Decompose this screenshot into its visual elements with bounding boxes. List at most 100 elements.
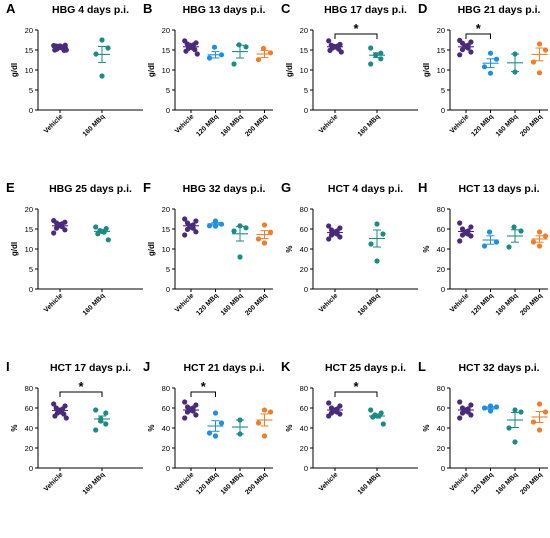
data-point [206,430,213,436]
data-point [380,421,386,427]
series-120-mbq [206,218,225,229]
x-tick-label-160-mbq: 160 MBq [495,113,520,138]
panel-letter: J [143,359,150,374]
x-tick-label-vehicle: Vehicle [318,113,340,135]
panel-title: HBG 21 days p.i. [458,4,541,16]
y-tick-label: 5 [29,265,33,274]
y-axis-label: g/dl [422,63,431,77]
data-point [457,415,463,421]
data-point [493,239,500,245]
data-point [63,47,69,53]
series-160-mbq [368,407,386,427]
data-point [368,45,374,51]
data-point [511,224,517,230]
data-point [338,49,344,55]
data-point [380,231,386,237]
x-tick-label-120-mbq: 120 MBq [470,292,495,317]
y-tick-label: 80 [437,205,445,214]
data-point [542,233,549,239]
significance-label: * [476,21,482,36]
panel-i: I HCT 17 days p.i. 0 20 40 60 80% Vehicle 160 MB… [6,359,143,496]
y-tick-label: 80 [300,205,308,214]
panel-title: HCT 17 days p.i. [50,362,131,374]
y-tick-label: 20 [25,26,33,35]
panel-letter: A [6,1,16,16]
data-point [194,51,200,57]
y-axis-label: g/dl [285,63,294,77]
series-160-mbq [93,407,110,433]
data-point [374,221,380,227]
x-tick-label-vehicle: Vehicle [449,113,471,135]
y-tick-label: 0 [441,106,445,115]
x-tick-label-200-mbq: 200 MBq [519,113,544,138]
series-160-mbq [368,45,385,67]
data-point [512,407,518,413]
panel-title: HCT 4 days p.i. [328,183,403,195]
y-axis-label: % [285,245,294,252]
y-tick-label: 40 [300,424,308,433]
x-tick-label-200-mbq: 200 MBq [519,471,544,496]
data-point [206,55,213,61]
data-point [326,236,332,242]
y-tick-label: 40 [300,245,308,254]
data-point [374,258,380,264]
significance-bracket [334,33,378,39]
panel-d: D HBG 21 days p.i. 0 5 10 15 20 g/dl Vehicle 120 … [418,1,549,138]
x-tick-label-120-mbq: 120 MBq [195,292,220,317]
data-point [182,232,188,238]
y-axis-label: g/dl [10,63,19,77]
data-point [468,49,474,55]
y-tick-label: 20 [300,444,308,453]
data-point [468,402,474,408]
series-200-mbq [255,407,274,439]
data-point [255,57,262,63]
y-tick-label: 15 [25,46,33,55]
y-tick-label: 10 [162,66,170,75]
y-tick-label: 10 [300,66,308,75]
data-point [105,237,111,243]
y-tick-label: 60 [300,404,308,413]
x-tick-label-vehicle: Vehicle [174,471,196,493]
y-tick-label: 0 [166,464,170,473]
y-tick-label: 60 [437,404,445,413]
data-point [536,70,543,76]
y-tick-label: 5 [166,265,170,274]
significance-label: * [353,379,359,394]
significance-bracket [465,33,491,39]
series-200-mbq [530,41,549,76]
panel-letter: F [143,180,151,195]
x-tick-label-160-mbq: 160 MBq [357,471,382,496]
y-tick-label: 0 [304,106,308,115]
y-tick-label: 0 [29,285,33,294]
panel-letter: B [143,1,152,16]
panel-g: G HCT 4 days p.i. 0 20 40 60 80% Vehicle 160 MBq [281,180,418,317]
significance-bracket [59,391,103,397]
y-axis-label: g/dl [147,242,156,256]
panel-title: HCT 21 days p.i. [183,362,264,374]
y-tick-label: 40 [437,245,445,254]
data-point [368,407,374,413]
data-point [486,229,493,235]
y-tick-label: 15 [25,225,33,234]
series-160-mbq [93,224,111,243]
y-tick-label: 10 [437,66,445,75]
data-point [493,404,500,410]
panel-title: HCT 32 days p.i. [458,362,539,374]
y-tick-label: 0 [166,285,170,294]
data-point [378,56,384,62]
y-tick-label: 15 [300,46,308,55]
x-tick-label-vehicle: Vehicle [43,471,65,493]
x-tick-label-160-mbq: 160 MBq [82,113,107,138]
panel-letter: I [6,359,10,374]
panel-e: E HBG 25 days p.i. 0 5 10 15 20 g/dl Vehicle 160 … [6,180,143,317]
data-point [370,414,376,420]
data-point [261,222,268,228]
series-160-mbq [232,417,248,437]
y-tick-label: 60 [437,225,445,234]
series-160-mbq [231,42,249,67]
data-point [487,408,494,414]
y-tick-label: 0 [304,464,308,473]
significance-label: * [201,379,207,394]
x-tick-label-vehicle: Vehicle [318,471,340,493]
data-point [193,218,199,224]
